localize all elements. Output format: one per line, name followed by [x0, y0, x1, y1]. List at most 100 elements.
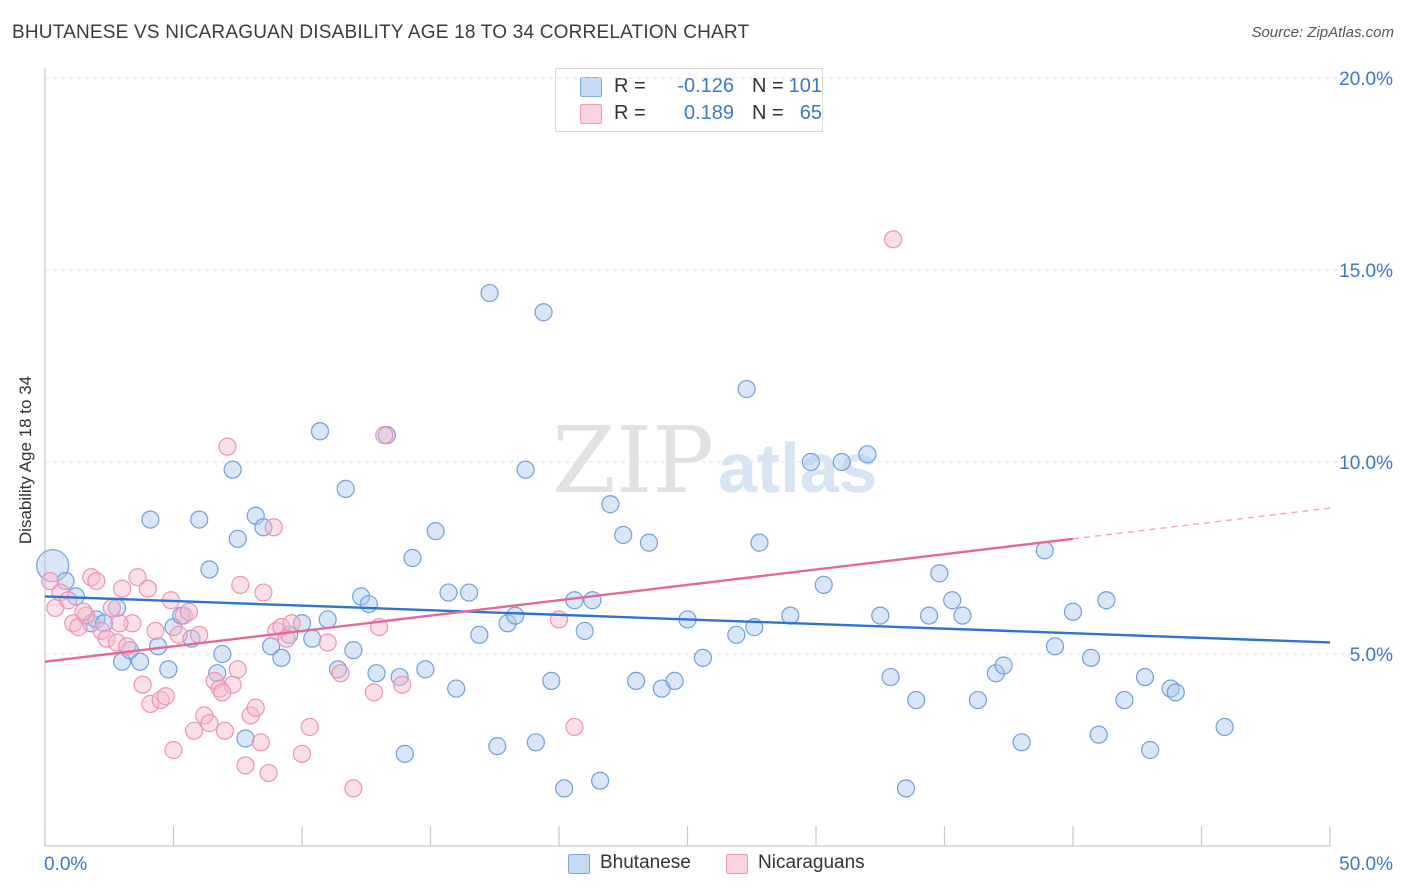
bhutanese-point	[506, 606, 525, 625]
bhutanese-point	[303, 629, 322, 648]
bhutanese-point	[1035, 541, 1054, 560]
nicaraguan-point	[179, 602, 199, 621]
data-points	[36, 230, 1234, 798]
bhutanese-point	[130, 652, 150, 671]
bhutanese-point	[750, 533, 769, 552]
nicaraguan-point	[318, 633, 337, 652]
bhutanese-point	[416, 660, 435, 679]
bhutanese-point	[480, 283, 499, 303]
bhutanese-point	[930, 564, 949, 583]
trend-lines	[44, 507, 1331, 663]
bhutanese-point	[801, 452, 820, 472]
r-label: R =	[614, 75, 646, 97]
nicaraguan-point	[164, 740, 183, 760]
nicaraguan-point	[218, 437, 237, 456]
n-label: N =	[752, 75, 784, 97]
nicaraguan-point	[184, 721, 204, 740]
nicaraguan-trend-line	[44, 537, 1074, 663]
tick-labels: 5.0% 10.0% 15.0% 20.0% 0.0% 50.0%	[44, 69, 1393, 875]
bhutanese-point	[986, 664, 1006, 683]
x-tick-label-max: 50.0%	[1339, 854, 1393, 875]
nicaraguan-point	[97, 629, 116, 648]
bhutanese-point	[919, 606, 939, 625]
bhutanese-point	[1166, 683, 1185, 702]
bhutanese-point	[814, 575, 833, 594]
bhutanese-point	[943, 591, 962, 610]
bhutanese-point	[832, 452, 851, 472]
bhutanese-point	[190, 510, 209, 529]
nicaraguan-point	[74, 602, 93, 621]
nicaraguan-point	[102, 598, 121, 618]
nicaraguan-point	[123, 614, 142, 633]
bhutanese-point	[542, 671, 561, 690]
nicaraguan-point	[128, 568, 147, 587]
bhutanese-point	[665, 671, 684, 690]
bhutanese-point	[858, 445, 877, 464]
bhutanese-point	[352, 587, 371, 606]
grid-lines	[45, 77, 1392, 655]
bhutanese-point	[727, 625, 746, 644]
r-value: -0.126	[677, 75, 734, 97]
bhutanese-point	[601, 495, 620, 514]
nicaraguan-point	[107, 633, 127, 652]
nicaraguan-point	[228, 660, 247, 679]
bhutanese-point	[236, 729, 255, 748]
legend-swatch-nicaraguans	[580, 104, 602, 124]
nicaraguan-point	[146, 621, 165, 641]
bhutanese-point	[555, 779, 574, 798]
bhutanese-point	[254, 518, 273, 537]
bhutanese-point	[693, 648, 713, 667]
legend-swatch-bhutanese	[568, 854, 590, 874]
nicaraguan-point	[300, 717, 319, 737]
bhutanese-point	[439, 583, 458, 602]
axes	[44, 68, 1331, 847]
nicaraguan-point	[215, 721, 234, 740]
nicaraguan-point	[292, 744, 312, 763]
bhutanese-point	[367, 664, 386, 683]
nicaraguan-point	[112, 579, 132, 598]
nicaraguan-point	[169, 625, 188, 644]
bhutanese-point	[447, 679, 466, 698]
bhutanese-trend-line	[44, 595, 1331, 644]
nicaraguan-point	[254, 583, 273, 602]
bhutanese-point	[781, 606, 800, 625]
bhutanese-point	[318, 610, 337, 629]
bhutanese-point	[498, 614, 517, 633]
bhutanese-point	[228, 529, 247, 548]
bhutanese-point	[534, 303, 553, 322]
nicaraguan-point	[141, 694, 160, 714]
bhutanese-point	[459, 583, 479, 602]
bhutanese-point	[526, 733, 545, 752]
bhutanese-point	[336, 479, 355, 498]
nicaraguan-point	[272, 618, 291, 637]
nicaraguan-point	[246, 698, 265, 717]
chart-title: BHUTANESE VS NICARAGUAN DISABILITY AGE 1…	[12, 22, 750, 43]
bhutanese-point	[639, 533, 659, 552]
y-tick-label: 20.0%	[1339, 69, 1393, 90]
bhutanese-point	[488, 737, 507, 756]
y-tick-label: 15.0%	[1339, 261, 1393, 282]
bhutanese-point	[575, 621, 594, 641]
source-label: Source: ZipAtlas.com	[1251, 24, 1394, 41]
watermark: ZIP atlas	[552, 407, 878, 514]
bhutanese-point	[359, 594, 378, 614]
bhutanese-point	[272, 648, 291, 667]
bhutanese-point	[1097, 591, 1116, 610]
bhutanese-point	[953, 606, 972, 625]
bhutanese-point	[159, 660, 178, 679]
nicaraguan-point	[375, 426, 394, 445]
bhutanese-point	[1063, 602, 1083, 621]
watermark-zip: ZIP	[552, 407, 714, 514]
legend-swatch-nicaraguans	[726, 854, 748, 874]
y-tick-label: 5.0%	[1350, 645, 1393, 666]
bhutanese-point	[583, 591, 602, 610]
nicaraguan-point	[190, 625, 209, 644]
nicaraguan-point	[264, 518, 283, 537]
bhutanese-point	[994, 656, 1013, 675]
bhutanese-point	[1081, 648, 1101, 667]
nicaraguan-point	[344, 779, 363, 798]
nicaraguan-point	[231, 575, 250, 594]
bhutanese-point	[516, 460, 535, 479]
bhutanese-point	[907, 690, 926, 710]
